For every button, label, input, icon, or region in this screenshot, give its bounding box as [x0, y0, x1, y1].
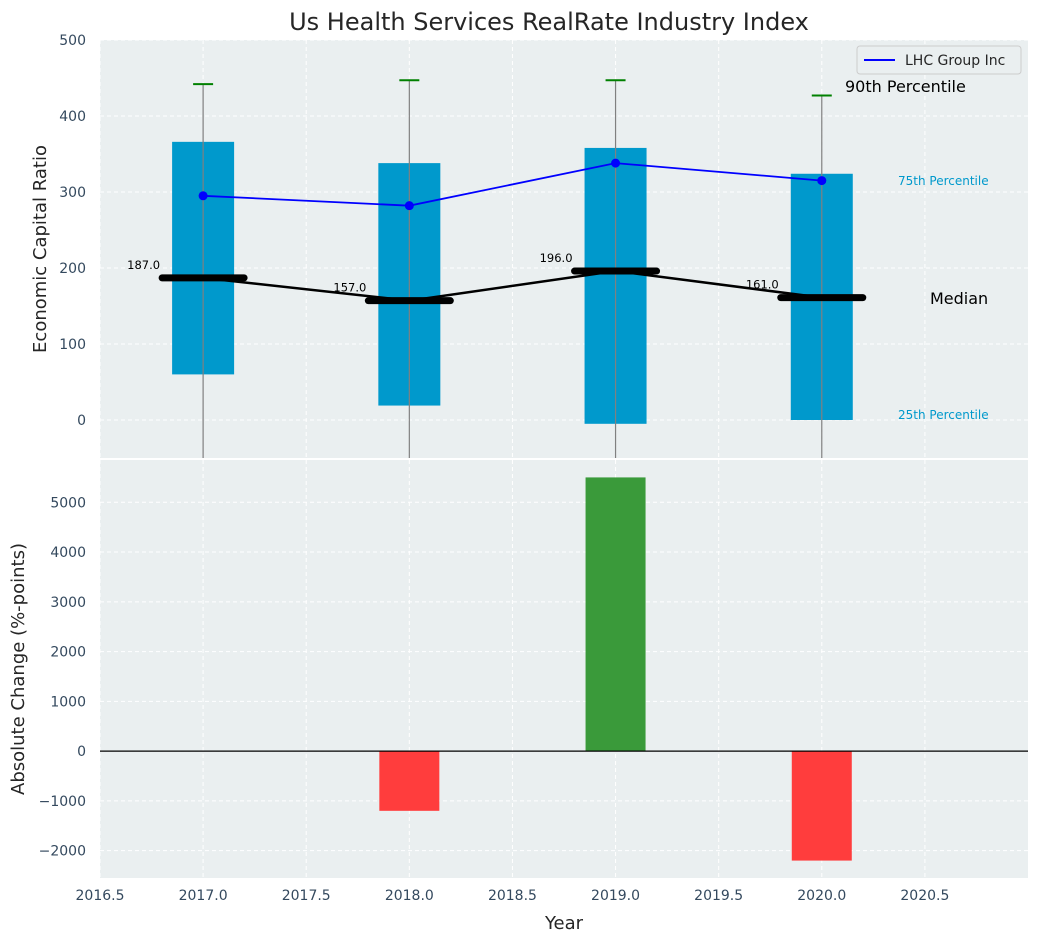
company-point — [404, 201, 414, 211]
p75-annotation: 75th Percentile — [898, 174, 989, 188]
y-tick-label: 200 — [59, 261, 86, 277]
top-y-axis-label: Economic Capital Ratio — [30, 145, 51, 353]
company-series-group — [198, 158, 827, 211]
p90-annotation: 90th Percentile — [845, 77, 966, 96]
y-tick-label: 400 — [59, 109, 86, 125]
x-ticks: 2016.5 2017.0 2017.5 2018.0 2018.5 2019.0 2019… — [76, 888, 950, 904]
x-tick-label: 2020.5 — [900, 888, 949, 904]
median-value-label: 161.0 — [746, 278, 779, 292]
median-value-label: 157.0 — [333, 281, 366, 295]
median-value-label: 196.0 — [540, 251, 573, 265]
y-tick-label: 0 — [77, 744, 86, 760]
x-tick-label: 2019.5 — [694, 888, 743, 904]
y-tick-label: 500 — [59, 33, 86, 49]
median-annotation: Median — [930, 289, 988, 308]
top-grid — [99, 39, 1028, 458]
x-tick-label: 2016.5 — [76, 888, 125, 904]
legend-label: LHC Group Inc — [905, 53, 1005, 69]
chart-title: Us Health Services RealRate Industry Ind… — [289, 8, 809, 36]
company-point — [611, 158, 621, 168]
median-value-label: 187.0 — [127, 258, 160, 272]
company-point — [198, 191, 208, 201]
y-tick-label: 5000 — [50, 495, 86, 511]
bottom-y-ticks: −2000 −1000 0 1000 2000 3000 4000 5000 — [39, 495, 86, 859]
y-tick-label: 0 — [77, 413, 86, 429]
x-tick-label: 2017.5 — [282, 888, 331, 904]
y-tick-label: 4000 — [50, 545, 86, 561]
y-tick-label: −2000 — [39, 844, 86, 860]
bottom-y-axis-label: Absolute Change (%-points) — [8, 543, 29, 795]
whisker-group — [193, 79, 832, 458]
change-bar — [585, 477, 646, 752]
change-bar — [791, 751, 852, 861]
y-tick-label: 3000 — [50, 595, 86, 611]
legend: LHC Group Inc — [856, 45, 1022, 75]
company-point — [817, 176, 827, 186]
y-tick-label: 100 — [59, 337, 86, 353]
x-axis-label: Year — [544, 913, 584, 934]
bottom-panel-background — [100, 460, 1028, 878]
x-tick-label: 2018.5 — [488, 888, 537, 904]
bar-group — [379, 477, 852, 861]
y-tick-label: −1000 — [39, 794, 86, 810]
median-line — [202, 269, 822, 302]
y-tick-label: 2000 — [50, 645, 86, 661]
legend-box — [856, 45, 1022, 75]
top-y-ticks: 0 100 200 300 400 500 — [59, 33, 86, 429]
median-group: 187.0 157.0 196.0 161.0 — [127, 251, 867, 305]
x-tick-label: 2017.0 — [179, 888, 228, 904]
company-line — [203, 162, 822, 207]
x-tick-label: 2020.0 — [797, 888, 846, 904]
x-tick-label: 2019.0 — [591, 888, 640, 904]
y-tick-label: 1000 — [50, 694, 86, 710]
p25-annotation: 25th Percentile — [898, 408, 989, 422]
change-bar — [379, 751, 440, 811]
top-panel-background — [100, 40, 1028, 458]
x-tick-label: 2018.0 — [385, 888, 434, 904]
y-tick-label: 300 — [59, 185, 86, 201]
